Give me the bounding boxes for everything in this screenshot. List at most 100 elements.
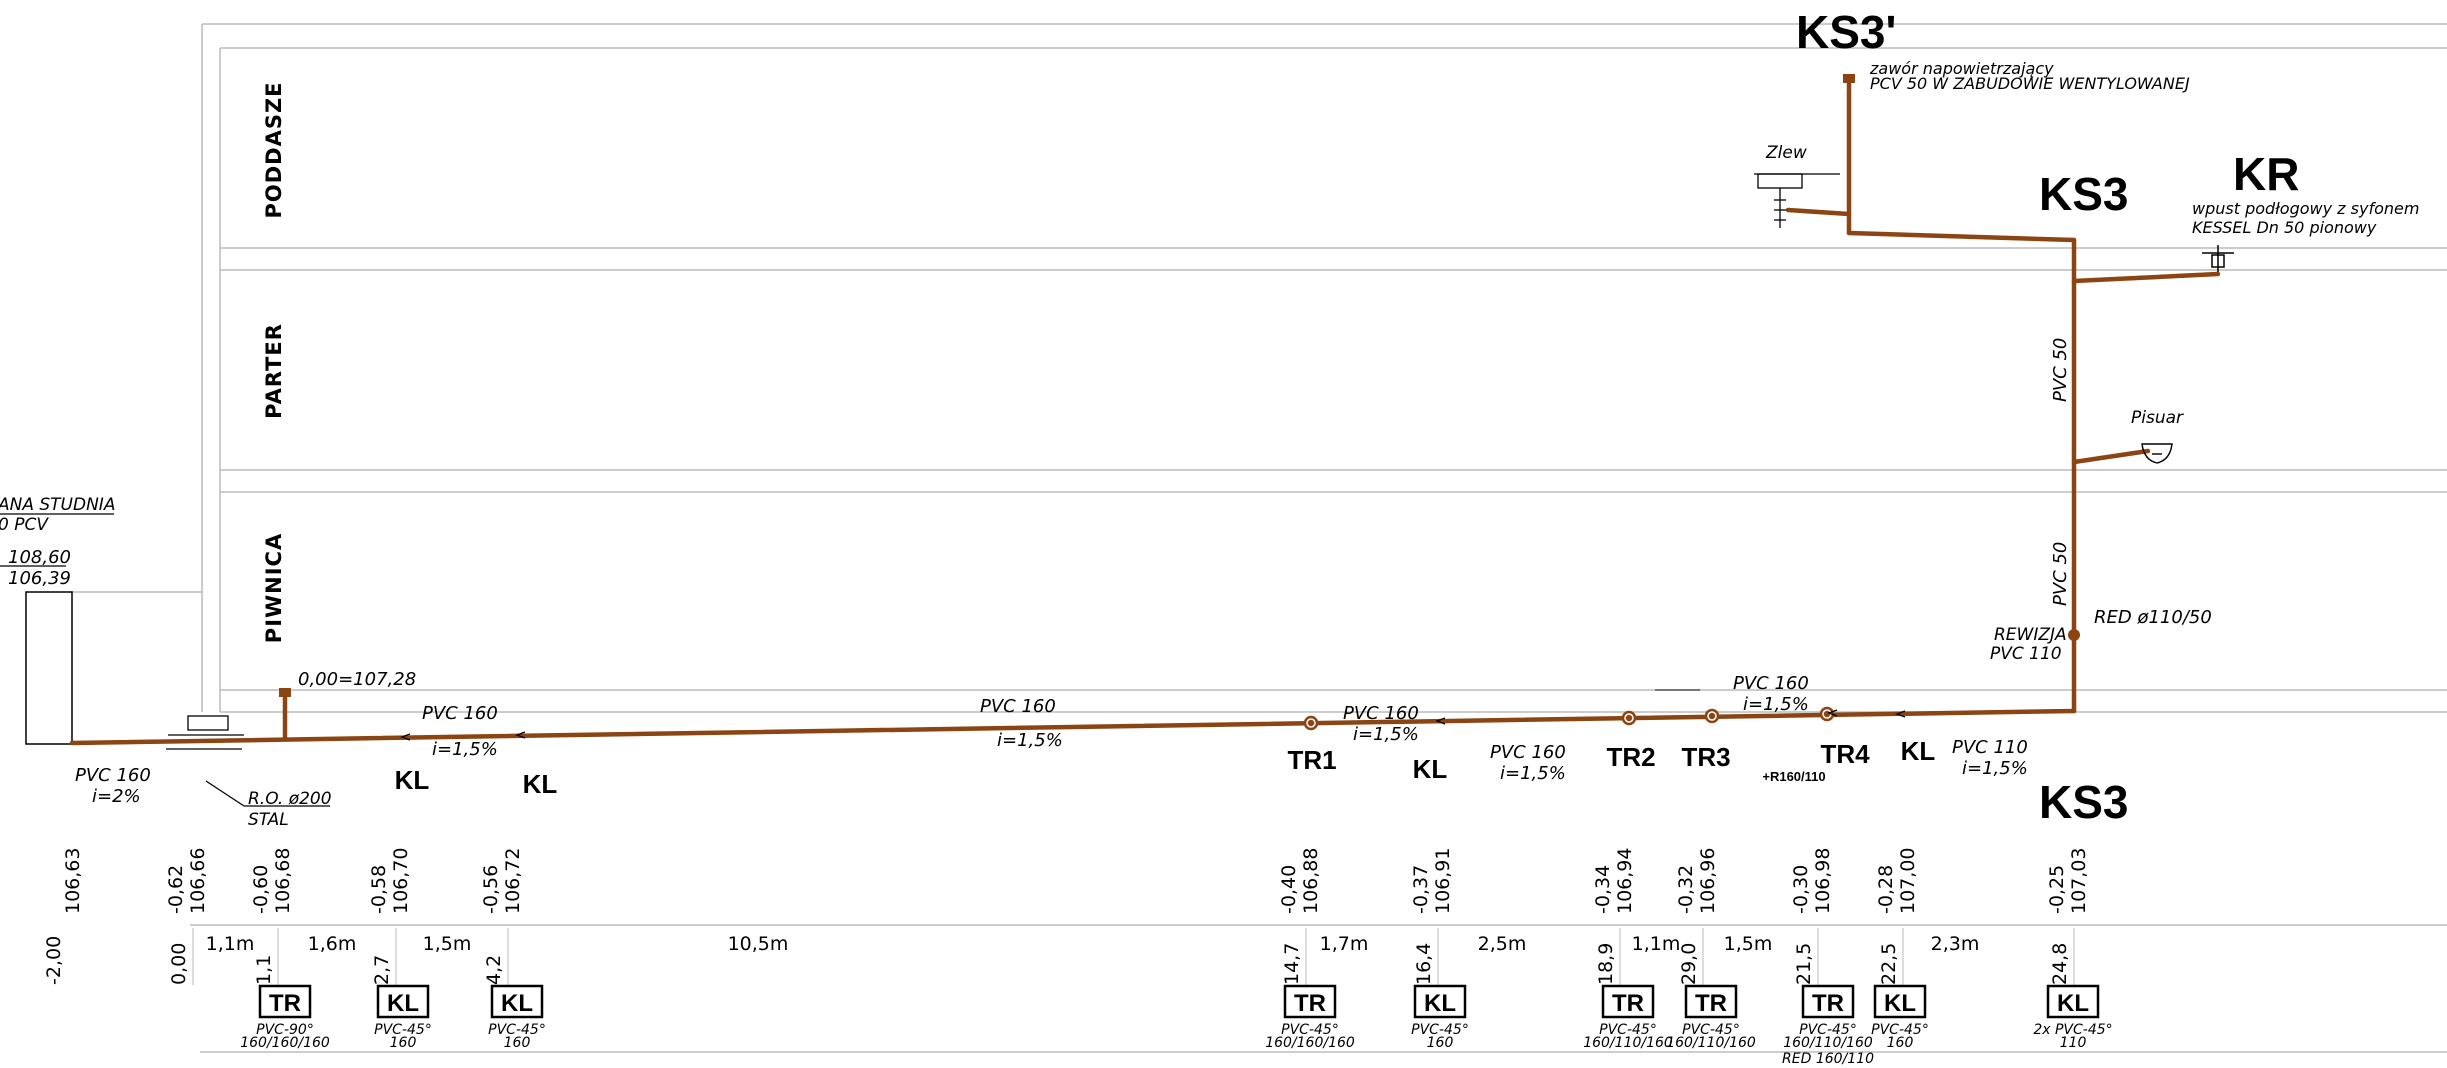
profile-distance-value: 29,0 <box>1678 943 1700 985</box>
profile-segment-length: 1,6m <box>308 933 357 955</box>
profile-depth-value: -0,60 <box>250 865 272 914</box>
zero-level-label: 0,00=107,28 <box>298 669 416 690</box>
profile-fitting-size: 160/110/160 <box>1783 1035 1873 1051</box>
riser-upper-label: PVC 50 <box>2050 338 2071 402</box>
sleeve-label: R.O. ø200 <box>248 789 332 809</box>
profile-fitting-size: 160 <box>1427 1035 1454 1051</box>
profile-fitting-size: 160 <box>504 1035 531 1051</box>
profile-depth-value: -0,34 <box>1592 865 1614 914</box>
profile-fitting-type: PVC-45° <box>1871 1022 1929 1038</box>
pipe-slope-label: i=1,5% <box>1500 763 1566 784</box>
stack-ks3-prime-label: KS3' <box>1796 6 1896 58</box>
profile-elevation-value: 106,91 <box>1432 848 1454 914</box>
vent-valve-label-1: zawór napowietrzający <box>1869 59 2054 78</box>
profile-elevation-value: 107,03 <box>2068 848 2090 914</box>
floor-drain-kr-label: KR <box>2233 148 2299 200</box>
pipe-slope-label: i=1,5% <box>1353 724 1419 745</box>
profile-fitting-box <box>1801 984 1855 1019</box>
profile-distance-value: 2,7 <box>371 955 393 985</box>
profile-depth-value: -0,40 <box>1278 865 1300 914</box>
profile-fitting-tag: KL <box>501 990 533 1017</box>
profile-fitting-size: 160/110/160 <box>1583 1035 1673 1051</box>
profile-fitting-type: PVC-90° <box>256 1022 314 1038</box>
profile-fitting-type: PVC-45° <box>1281 1022 1339 1038</box>
profile-distance-value: 21,5 <box>1793 943 1815 985</box>
sleeve-material: STAL <box>248 810 289 830</box>
profile-fitting-box <box>2046 984 2100 1019</box>
profile-depth-value: -0,32 <box>1675 865 1697 914</box>
pipe-slope-label: i=1,5% <box>1962 758 2028 779</box>
profile-elevation-value: 106,68 <box>272 848 294 914</box>
profile-fitting-box <box>1684 984 1738 1019</box>
level-label-basement: PIWNICA <box>262 533 286 643</box>
profile-elevation-value: 106,72 <box>502 848 524 914</box>
profile-fitting-size: 160/160/160 <box>1265 1035 1355 1051</box>
tee-markers <box>1303 706 1835 731</box>
profile-distance-value: 22,5 <box>1878 943 1900 985</box>
fitting-label: KL <box>395 765 430 795</box>
pipe-size-label: PVC 160 <box>1733 673 1809 694</box>
profile-depth-value: -0,56 <box>480 865 502 914</box>
profile-elevation-value: 107,00 <box>1897 848 1919 914</box>
profile-fitting-box <box>376 984 430 1019</box>
profile-segment-length: 1,5m <box>1724 933 1773 955</box>
profile-depth-value: -0,30 <box>1790 865 1812 914</box>
profile-fitting-box <box>490 984 544 1019</box>
pipe-size-label: PVC 110 <box>1952 737 2028 758</box>
profile-elevation-value: 106,70 <box>390 848 412 914</box>
profile-fitting-tag: KL <box>387 990 419 1017</box>
profile-fitting-extra: RED 160/110 <box>1782 1051 1874 1067</box>
profile-fitting-size: 110 <box>2060 1035 2087 1051</box>
profile-elevation-value: 106,98 <box>1812 848 1834 914</box>
well-box <box>25 591 73 745</box>
profile-fitting-tag: TR <box>269 990 301 1017</box>
profile-fitting-type: PVC-45° <box>1682 1022 1740 1038</box>
profile-segment-length: 2,5m <box>1478 933 1527 955</box>
urinal-label: Pisuar <box>2131 408 2184 428</box>
profile-distance-value: 14,7 <box>1281 943 1303 985</box>
fitting-label: TR1 <box>1287 745 1336 775</box>
profile-fitting-tag: TR <box>1294 990 1326 1017</box>
floor-drain-symbol <box>2202 245 2234 272</box>
profile-fitting-box <box>258 984 312 1019</box>
profile-fitting-box <box>1413 984 1467 1019</box>
well-title-b: 0 PCV <box>0 515 49 535</box>
profile-fitting-type: PVC-45° <box>1411 1022 1469 1038</box>
pipe-network <box>69 76 2221 746</box>
profile-fitting-type: PVC-45° <box>1799 1022 1857 1038</box>
profile-depth-value: -0,58 <box>368 865 390 914</box>
fitting-label: KL <box>1901 736 1936 766</box>
profile-elevation-value: 106,96 <box>1697 848 1719 914</box>
profile-fitting-type: PVC-45° <box>1599 1022 1657 1038</box>
fitting-label: TR2 <box>1606 742 1655 772</box>
profile-fitting-box <box>1601 984 1655 1019</box>
sink-symbol <box>1754 173 1840 228</box>
profile-depth-value: -0,28 <box>1875 865 1897 914</box>
stack-ks3-top-label: KS3 <box>2039 168 2128 220</box>
fitting-label: TR3 <box>1681 742 1730 772</box>
floor-drain-label-1: wpust podłogowy z syfonem <box>2192 199 2419 218</box>
urinal-symbol <box>2141 443 2173 464</box>
pipe-size-label: PVC 160 <box>1490 742 1566 763</box>
profile-fitting-tag: KL <box>1424 990 1456 1017</box>
reducer-label: RED ø110/50 <box>2094 607 2212 628</box>
profile-depth-value: -0,37 <box>1410 865 1432 914</box>
profile-depth-value: -0,25 <box>2046 865 2068 914</box>
profile-depth-value: -0,62 <box>165 865 187 914</box>
profile-distance-value: 16,4 <box>1413 943 1435 985</box>
well-title-a: ANA STUDNIA <box>0 495 115 515</box>
profile-fitting-size: 160 <box>1887 1035 1914 1051</box>
fitting-label: KL <box>1413 754 1448 784</box>
well-elevation-top: 108,60 <box>8 547 71 568</box>
flow-arrows <box>400 709 1906 741</box>
profile-elevation-value: 106,66 <box>187 848 209 914</box>
profile-fitting-box <box>1283 984 1337 1019</box>
profile-distance-value: 18,9 <box>1595 943 1617 985</box>
profile-fitting-tag: TR <box>1695 990 1727 1017</box>
fitting-label-layer: KL KL TR1 KL TR2 TR3 TR4 KL <box>395 736 1936 799</box>
profile-fitting-box <box>1873 984 1927 1019</box>
profile-distance-value: 4,2 <box>483 955 505 985</box>
pipe-size-label: PVC 160 <box>980 696 1056 717</box>
